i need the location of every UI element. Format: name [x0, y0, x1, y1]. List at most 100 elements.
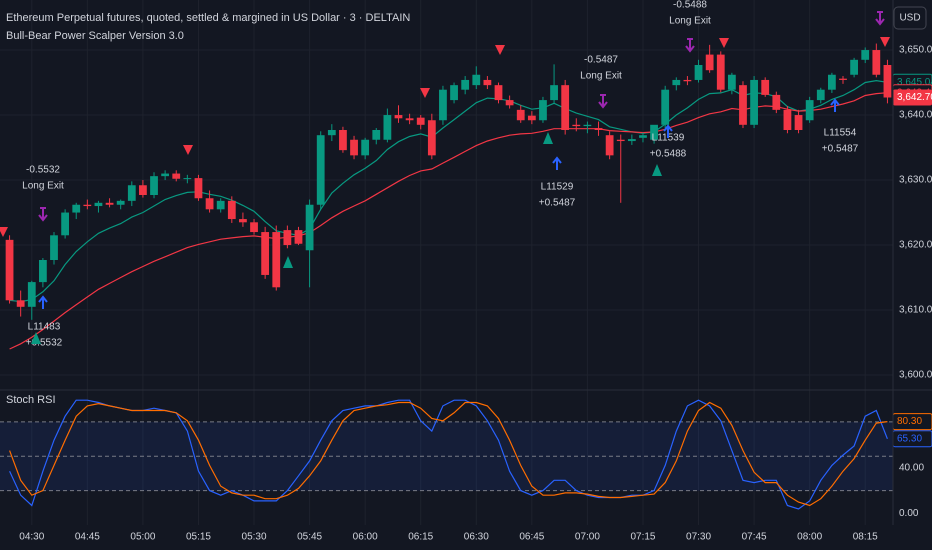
x-tick-label: 07:45: [742, 532, 767, 543]
candle-body: [394, 115, 403, 119]
candle-body: [716, 54, 725, 90]
exit-arrow: [38, 207, 48, 222]
sell-triangle: [0, 227, 8, 237]
stoch-title: Stoch RSI: [6, 394, 56, 406]
candle-body: [339, 130, 347, 151]
last-value-label: 80.30: [897, 416, 922, 427]
candle-body: [539, 100, 547, 121]
candle-body: [183, 178, 192, 180]
x-tick-label: 07:30: [686, 532, 711, 543]
candle-body: [750, 79, 758, 125]
candle-body: [350, 139, 358, 156]
buy-triangle: [31, 332, 41, 344]
y-tick-label: 0.00: [899, 508, 919, 519]
candle-body: [61, 212, 70, 236]
last-value-label: 65.30: [897, 433, 922, 444]
y-tick-label: 3,610.00: [899, 305, 932, 316]
sell-triangle: [495, 45, 505, 55]
candle-body: [816, 89, 825, 101]
candle-body: [650, 124, 658, 140]
sell-triangle: [719, 38, 729, 48]
axes: 04:30 04:45 05:00 05:15 05:30 05:45 06:00 06:15…: [19, 45, 932, 543]
candle-body: [405, 118, 414, 121]
signal-label: Long Exit: [580, 71, 622, 82]
signal-label: L11529: [541, 182, 574, 193]
candle-body: [450, 85, 458, 101]
candle-body: [883, 65, 892, 98]
candle-body: [5, 239, 14, 301]
candle-body: [861, 50, 870, 60]
candle-body: [850, 59, 858, 75]
candle-body: [283, 230, 292, 246]
y-tick-label: 3,650.00: [899, 45, 932, 56]
x-tick-label: 08:00: [797, 532, 822, 543]
stoch-pane: [0, 399, 893, 510]
x-tick-label: 07:00: [575, 532, 600, 543]
candle-body: [239, 219, 247, 223]
candle-body: [161, 173, 170, 177]
entry-arrow: [830, 98, 840, 112]
candle-body: [50, 235, 58, 260]
candle-body: [661, 89, 670, 125]
stoch-line: [9, 401, 888, 507]
buy-triangle: [283, 256, 293, 268]
signal-label: +0.5488: [650, 149, 687, 160]
candle-body: [839, 78, 847, 80]
chart-title: Ethereum Perpetual futures, quoted, sett…: [6, 12, 410, 24]
candle-body: [205, 198, 214, 210]
exit-arrow: [598, 94, 608, 109]
exit-arrow: [875, 11, 885, 26]
y-tick-label: 3,600.00: [899, 370, 932, 381]
last-value-box: [893, 89, 932, 106]
y-tick-label: 40.00: [899, 462, 924, 473]
candle-body: [116, 200, 125, 205]
x-tick-label: 06:15: [408, 532, 433, 543]
currency-label[interactable]: USD: [899, 13, 920, 24]
y-tick-label: 3,620.00: [899, 240, 932, 251]
candle-body: [739, 85, 747, 125]
signal-label: Long Exit: [22, 181, 64, 192]
x-tick-label: 06:30: [464, 532, 489, 543]
candle-body: [72, 204, 81, 213]
sell-triangle: [880, 37, 890, 47]
x-tick-label: 06:45: [519, 532, 544, 543]
currency-button-frame[interactable]: [893, 6, 927, 30]
candle-body: [261, 232, 270, 275]
candle-body: [483, 79, 492, 86]
indicator-title: Bull-Bear Power Scalper Version 3.0: [6, 30, 184, 42]
candle-body: [594, 128, 603, 130]
sell-triangle: [183, 145, 193, 155]
candle-body: [294, 230, 303, 244]
candle-body: [27, 282, 36, 307]
signal-label: L11539: [652, 133, 685, 144]
candle-body: [361, 139, 370, 156]
candle-body: [705, 54, 714, 71]
candle-body: [583, 124, 592, 127]
candle-body: [439, 89, 447, 121]
last-value-label: 3,645.04: [897, 77, 932, 88]
x-tick-label: 05:30: [242, 532, 267, 543]
signal-label: Long Exit: [669, 16, 711, 27]
y-tick-label: 3,640.00: [899, 110, 932, 121]
candle-body: [627, 139, 636, 142]
candle-body: [327, 130, 336, 136]
candle-body: [683, 79, 692, 82]
candle-body: [827, 74, 836, 90]
buy-triangle: [543, 132, 553, 144]
candle-body: [83, 204, 92, 207]
exit-arrow: [685, 38, 695, 53]
x-tick-label: 05:15: [186, 532, 211, 543]
currency-button[interactable]: USD: [893, 6, 927, 30]
last-value-label: 3,642.70: [897, 92, 932, 103]
candle-body: [605, 135, 614, 156]
candle-body: [316, 135, 325, 205]
candle-body: [427, 120, 436, 156]
candle-body: [94, 202, 103, 207]
candle-body: [472, 74, 481, 86]
candle-body: [105, 202, 114, 205]
candle-body: [172, 173, 181, 179]
candle-body: [16, 300, 25, 307]
signal-label: +0.5487: [822, 144, 859, 155]
candle-body: [194, 178, 203, 199]
